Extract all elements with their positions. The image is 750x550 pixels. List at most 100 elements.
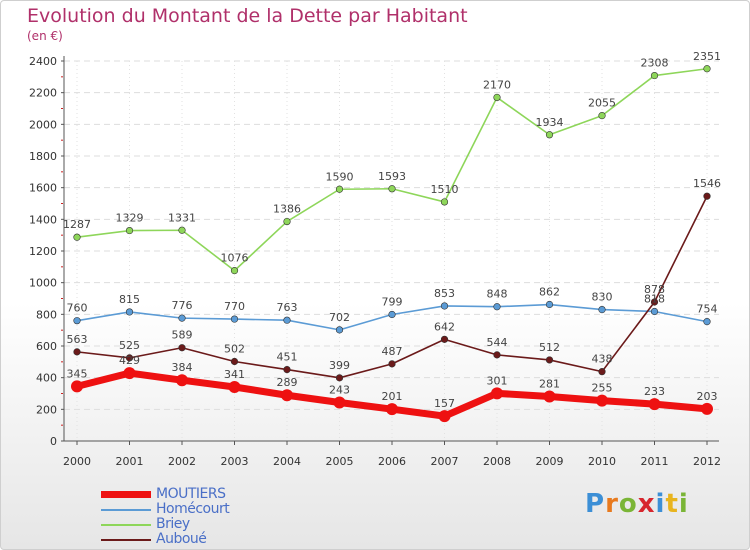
data-point bbox=[230, 315, 239, 323]
y-tick-label: 1400 bbox=[29, 213, 57, 226]
series-lines bbox=[71, 65, 713, 423]
data-label: 563 bbox=[67, 333, 88, 346]
data-point bbox=[386, 403, 398, 416]
y-tick-label: 2200 bbox=[29, 87, 57, 100]
x-tick-label: 2001 bbox=[116, 455, 144, 468]
data-point bbox=[178, 314, 186, 322]
legend-label: Auboué bbox=[156, 531, 207, 547]
data-point bbox=[335, 185, 344, 193]
logo-letter: i bbox=[655, 489, 666, 519]
data-label: 233 bbox=[644, 385, 665, 398]
x-tick-label: 2006 bbox=[378, 455, 406, 468]
data-point bbox=[176, 374, 188, 387]
legend-label: Homécourt bbox=[156, 501, 230, 517]
data-point bbox=[491, 387, 503, 400]
data-label: 770 bbox=[224, 300, 245, 313]
y-tick-label: 2400 bbox=[29, 55, 57, 68]
data-label: 702 bbox=[329, 311, 350, 324]
data-point bbox=[178, 344, 186, 352]
data-point bbox=[71, 380, 83, 393]
x-tick-label: 2002 bbox=[168, 455, 196, 468]
data-label: 1546 bbox=[693, 177, 721, 190]
data-label: 451 bbox=[277, 351, 298, 364]
data-point bbox=[493, 93, 501, 102]
data-point bbox=[650, 298, 659, 306]
y-tick-label: 200 bbox=[36, 403, 57, 416]
data-point bbox=[73, 317, 81, 325]
axes: 0 200 400 600 800 1000 1200 1400 1600 1800 2000 220… bbox=[29, 55, 721, 468]
data-point bbox=[545, 131, 554, 139]
data-point bbox=[73, 233, 81, 241]
data-point bbox=[650, 71, 659, 80]
data-point bbox=[703, 318, 711, 326]
data-point bbox=[335, 374, 344, 382]
data-point bbox=[388, 310, 396, 319]
data-point bbox=[333, 396, 346, 409]
x-tick-label: 2012 bbox=[693, 455, 721, 468]
data-point bbox=[281, 389, 293, 402]
y-tick-label: 0 bbox=[50, 435, 57, 448]
logo-letter: t bbox=[665, 489, 679, 519]
data-point bbox=[440, 198, 449, 206]
data-point bbox=[440, 302, 449, 310]
data-label: 642 bbox=[434, 320, 455, 333]
data-point bbox=[123, 367, 136, 380]
data-label: 862 bbox=[539, 286, 560, 299]
logo-letter: o bbox=[618, 489, 638, 519]
data-point bbox=[438, 410, 451, 423]
x-tick-label: 2000 bbox=[63, 455, 91, 468]
data-label: 487 bbox=[382, 345, 403, 358]
data-label: 760 bbox=[67, 302, 88, 315]
data-label: 2308 bbox=[641, 57, 669, 70]
data-point bbox=[598, 112, 606, 120]
data-label: 301 bbox=[487, 374, 508, 387]
legend-swatch bbox=[101, 491, 151, 498]
y-tick-label: 1000 bbox=[29, 277, 57, 290]
data-point bbox=[545, 356, 554, 364]
data-label: 1329 bbox=[116, 212, 144, 225]
data-label: 853 bbox=[434, 287, 455, 300]
x-tick-label: 2004 bbox=[273, 455, 301, 468]
data-point bbox=[283, 217, 291, 226]
data-label: 1386 bbox=[273, 203, 301, 216]
data-point bbox=[178, 226, 186, 234]
data-label: 1331 bbox=[168, 211, 196, 224]
data-point bbox=[283, 365, 291, 374]
unit-label: (en €) bbox=[27, 29, 63, 43]
legend-swatch bbox=[101, 539, 151, 541]
x-tick-label: 2009 bbox=[536, 455, 564, 468]
data-point bbox=[598, 368, 606, 376]
y-tick-label: 1800 bbox=[29, 150, 57, 163]
data-labels: 345 429 384 341 289 243 201 157 301 281 255 233 203 7… bbox=[63, 50, 721, 410]
data-label: 512 bbox=[539, 341, 560, 354]
x-tick-label: 2010 bbox=[588, 455, 616, 468]
data-label: 1593 bbox=[378, 170, 406, 183]
y-tick-label: 600 bbox=[36, 340, 57, 353]
logo-letter: i bbox=[678, 489, 689, 519]
data-label: 1076 bbox=[221, 252, 249, 265]
data-label: 799 bbox=[382, 295, 403, 308]
data-point bbox=[701, 402, 713, 415]
data-point bbox=[230, 357, 239, 366]
data-label: 429 bbox=[119, 354, 140, 367]
data-label: 776 bbox=[172, 299, 193, 312]
legend-label: Briey bbox=[156, 516, 190, 532]
data-label: 1510 bbox=[431, 183, 459, 196]
data-label: 281 bbox=[539, 378, 560, 391]
data-label: 438 bbox=[592, 353, 613, 366]
logo-letter: x bbox=[637, 489, 656, 519]
legend-swatch bbox=[101, 524, 151, 526]
data-label: 848 bbox=[487, 288, 508, 301]
data-point bbox=[125, 308, 134, 316]
y-tick-label: 1600 bbox=[29, 182, 57, 195]
data-point bbox=[598, 305, 606, 314]
data-point bbox=[493, 303, 501, 311]
data-label: 502 bbox=[224, 343, 245, 356]
data-label: 203 bbox=[697, 390, 718, 403]
data-point bbox=[73, 348, 81, 356]
data-point bbox=[230, 267, 239, 275]
grid bbox=[64, 60, 719, 441]
data-label: 878 bbox=[644, 283, 665, 296]
